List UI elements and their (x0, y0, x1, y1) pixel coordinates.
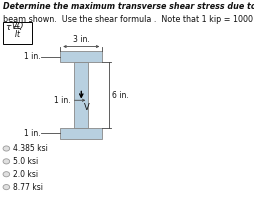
Text: $It$: $It$ (13, 28, 21, 39)
Circle shape (3, 172, 10, 177)
Text: 4.385 ksi: 4.385 ksi (13, 144, 48, 153)
Text: 2.0 ksi: 2.0 ksi (13, 170, 38, 179)
Text: 5.0 ksi: 5.0 ksi (13, 157, 38, 166)
Text: 3 in.: 3 in. (73, 35, 90, 44)
Bar (60, 51, 102, 62)
Bar (60, 128, 102, 139)
Text: 6 in.: 6 in. (113, 90, 129, 100)
Text: 1 in.: 1 in. (24, 52, 40, 61)
Circle shape (3, 146, 10, 151)
Text: 1 in.: 1 in. (24, 129, 40, 138)
Bar (74, 62, 88, 128)
Text: $VQ$: $VQ$ (11, 20, 24, 32)
Text: 8.77 ksi: 8.77 ksi (13, 183, 43, 192)
Circle shape (3, 185, 10, 190)
Text: V: V (84, 103, 90, 111)
Text: Determine the maximum transverse shear stress due to the shear load V = 20 kip i: Determine the maximum transverse shear s… (3, 2, 254, 11)
Circle shape (3, 159, 10, 164)
Text: $\tau=$: $\tau=$ (5, 23, 21, 32)
Text: 1 in.: 1 in. (54, 96, 70, 105)
Text: beam shown.  Use the shear formula .  Note that 1 kip = 1000 lb.: beam shown. Use the shear formula . Note… (3, 15, 254, 24)
Bar (3, 22, 32, 44)
